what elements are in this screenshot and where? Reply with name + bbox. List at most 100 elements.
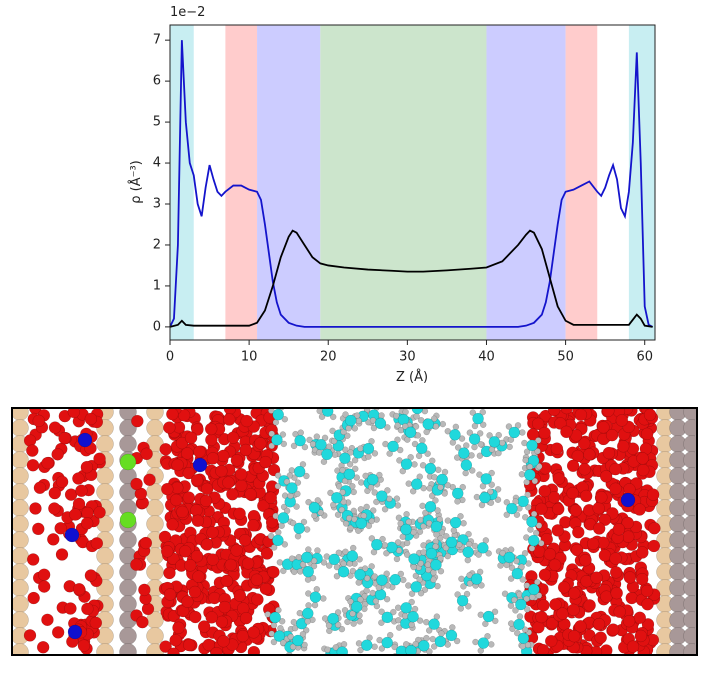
atom (417, 417, 425, 424)
atom (189, 610, 202, 624)
atom (64, 527, 80, 543)
atom (517, 632, 530, 645)
x-tick-label: 60 (636, 350, 653, 365)
atom (438, 529, 446, 536)
atom (374, 417, 387, 430)
atom (277, 512, 290, 524)
atom (636, 463, 650, 477)
atom (477, 637, 490, 649)
atom (526, 439, 538, 452)
atom (383, 550, 390, 557)
atom (385, 541, 398, 554)
atom (602, 408, 615, 417)
atom (378, 619, 385, 626)
atom (434, 507, 441, 514)
atom (449, 516, 462, 529)
atom (417, 589, 425, 597)
atom (535, 463, 543, 470)
atom (210, 646, 223, 655)
atom (175, 436, 189, 450)
y-tick-label: 1 (153, 278, 161, 293)
atom (535, 502, 548, 516)
atom (501, 590, 509, 597)
atom (515, 598, 527, 611)
atom (424, 450, 431, 457)
atom (302, 627, 310, 634)
atom (372, 597, 380, 605)
atom (340, 560, 347, 567)
atom (280, 567, 287, 575)
atom (488, 641, 495, 648)
atom (119, 511, 137, 529)
atom (226, 431, 240, 444)
atom (12, 408, 29, 421)
atom (615, 414, 629, 427)
atom (387, 440, 399, 453)
atom (317, 509, 324, 516)
atom (368, 517, 375, 525)
atom (190, 473, 204, 487)
atom (302, 565, 314, 578)
atom (549, 598, 562, 611)
atom (486, 432, 493, 439)
atom (517, 495, 529, 508)
atom (12, 579, 29, 597)
atom (335, 483, 343, 490)
atom (531, 477, 539, 485)
atom (384, 487, 391, 494)
atom (452, 423, 460, 431)
atom (428, 618, 440, 630)
atom (146, 408, 164, 421)
atom (456, 594, 469, 607)
atom (350, 507, 358, 515)
atom (472, 638, 479, 646)
atom (347, 598, 354, 605)
atom (350, 620, 357, 627)
atom (321, 408, 334, 417)
atom (511, 596, 518, 604)
x-tick-label: 10 (241, 350, 258, 365)
atom (182, 491, 196, 504)
atom (393, 555, 401, 563)
atom (363, 587, 370, 594)
atom (12, 643, 29, 655)
atom (606, 623, 620, 636)
atom (274, 482, 282, 490)
atom (471, 443, 478, 451)
atom (29, 502, 42, 515)
atom (512, 498, 519, 505)
atom (625, 591, 639, 605)
atom (287, 492, 294, 500)
atom (412, 423, 420, 430)
atom (281, 541, 289, 548)
atom (410, 478, 423, 490)
atom (434, 635, 447, 648)
atom (274, 472, 282, 479)
atom (521, 550, 529, 557)
atom (191, 514, 205, 528)
atom (80, 517, 94, 530)
atom (355, 417, 363, 425)
atom (390, 608, 397, 616)
atom (449, 429, 461, 441)
atom (146, 627, 164, 645)
atom (405, 582, 412, 589)
atom (610, 586, 623, 600)
atom (526, 515, 538, 528)
atom (182, 466, 196, 480)
atom (514, 422, 522, 429)
atom (220, 574, 233, 588)
atom (351, 515, 358, 523)
atom (633, 503, 646, 516)
atom (544, 634, 558, 648)
atom (291, 624, 299, 632)
atom (545, 616, 559, 630)
atom (579, 553, 592, 567)
atom (635, 572, 649, 586)
atom (465, 603, 472, 610)
atom (342, 520, 350, 527)
atom (139, 536, 153, 550)
atom (12, 451, 29, 469)
atom (599, 470, 613, 483)
atom (524, 469, 536, 481)
